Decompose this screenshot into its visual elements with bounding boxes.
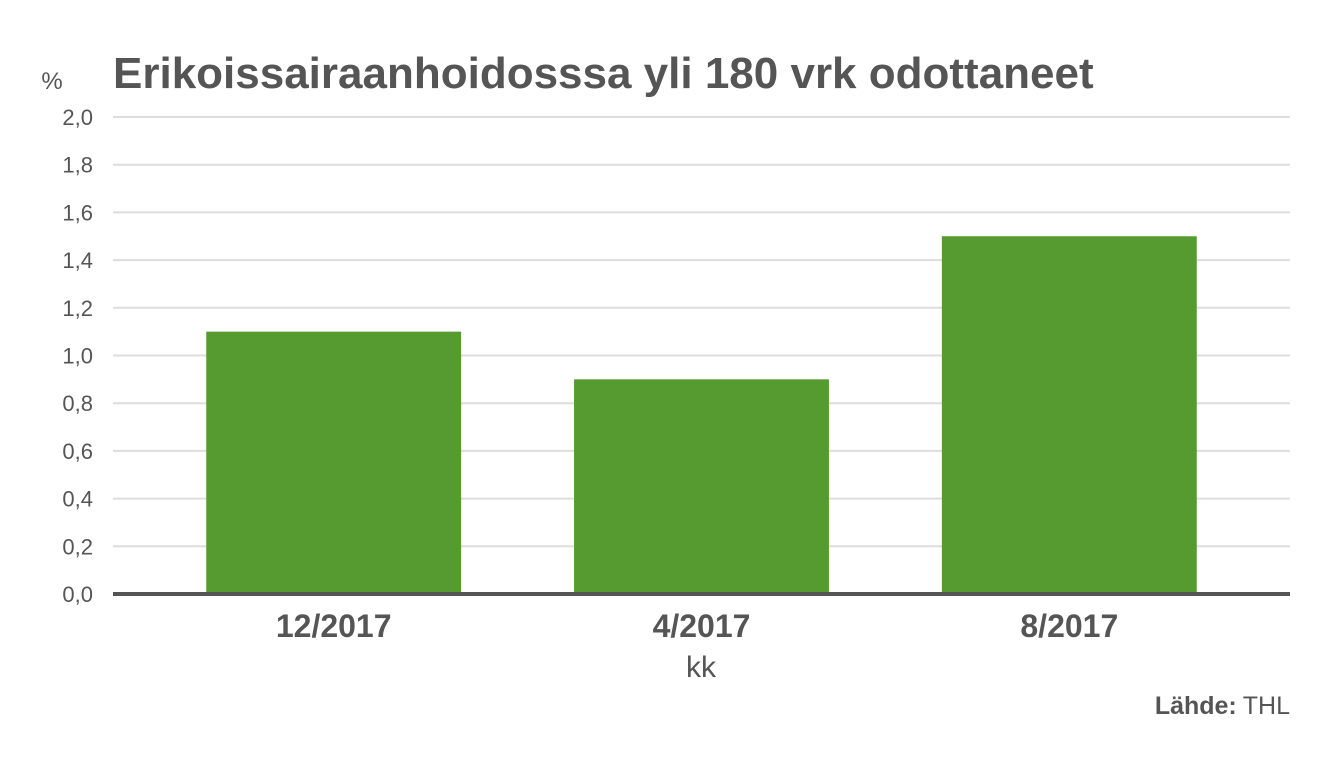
bars xyxy=(206,236,1197,594)
y-tick-label: 0,8 xyxy=(62,391,93,416)
y-axis: 0,0 0,2 0,4 0,6 0,8 1,0 1,2 1,4 1,6 1,8 2,0 xyxy=(62,105,93,607)
y-tick-label: 1,6 xyxy=(62,200,93,225)
y-tick-label: 0,6 xyxy=(62,439,93,464)
y-tick-label: 0,4 xyxy=(62,487,93,512)
source-label: Lähde: xyxy=(1155,692,1237,720)
x-tick-label: 4/2017 xyxy=(653,608,751,644)
x-axis-label: kk xyxy=(686,651,717,684)
x-axis: 12/2017 4/2017 8/2017 xyxy=(276,608,1118,644)
y-tick-label: 1,2 xyxy=(62,296,93,321)
source-note: Lähde: THL xyxy=(1155,692,1290,720)
source-value: THL xyxy=(1243,692,1290,720)
y-tick-label: 1,0 xyxy=(62,344,93,369)
y-tick-label: 2,0 xyxy=(62,105,93,130)
y-tick-label: 1,4 xyxy=(62,248,93,273)
y-tick-label: 0,0 xyxy=(62,582,93,607)
bar xyxy=(941,236,1197,594)
chart-title: Erikoissairaanhoidosssa yli 180 vrk odot… xyxy=(113,49,1094,98)
y-tick-label: 1,8 xyxy=(62,153,93,178)
x-tick-label: 12/2017 xyxy=(276,608,392,644)
x-tick-label: 8/2017 xyxy=(1020,608,1118,644)
bar xyxy=(574,379,829,594)
y-axis-unit: % xyxy=(41,68,62,95)
y-tick-label: 0,2 xyxy=(62,534,93,559)
bar xyxy=(206,331,462,594)
